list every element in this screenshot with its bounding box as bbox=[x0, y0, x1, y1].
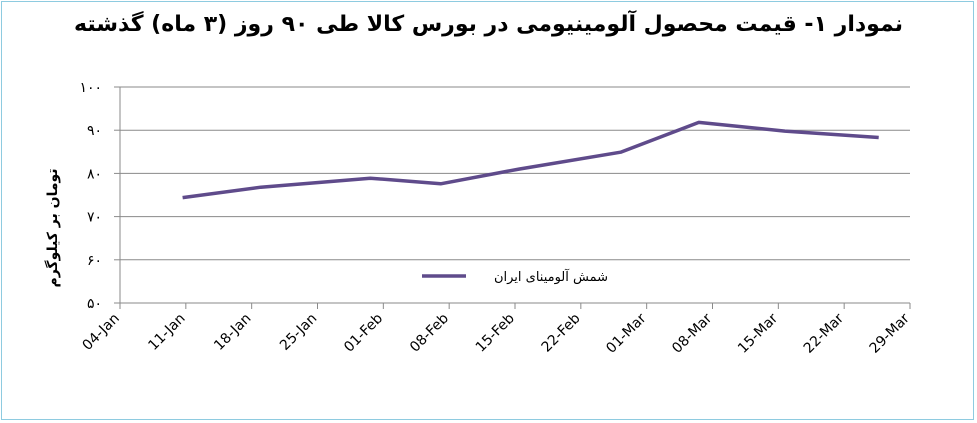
y-tick-label: ۹۰ bbox=[87, 123, 102, 139]
legend-label: شمش آلومینای ایران bbox=[494, 268, 608, 285]
series-line bbox=[182, 120, 879, 200]
x-tick-label: 25-Jan bbox=[277, 311, 320, 354]
y-tick-labels: ۱۰۰ ۹۰ ۸۰ ۷۰ ۶۰ ۵۰ bbox=[79, 80, 102, 312]
y-tick-label: ۶۰ bbox=[87, 253, 102, 269]
x-tick-label: 11-Jan bbox=[145, 311, 188, 354]
y-tick-label: ۱۰۰ bbox=[79, 80, 102, 96]
x-tick-label: 08-Feb bbox=[407, 310, 452, 355]
y-tick-label: ۸۰ bbox=[87, 166, 102, 182]
x-tick-label: 15-Feb bbox=[473, 310, 518, 355]
x-tick-label: 22-Mar bbox=[801, 310, 847, 356]
x-tick-label: 01-Mar bbox=[603, 310, 649, 356]
x-tick-label: 04-Jan bbox=[80, 311, 123, 354]
legend: شمش آلومینای ایران bbox=[422, 268, 608, 285]
x-tick-labels: 04-Jan 11-Jan 18-Jan 25-Jan 01-Feb 08-Feb 15-F… bbox=[80, 310, 913, 356]
x-tick-label: 01-Feb bbox=[341, 310, 386, 355]
y-axis-label: تومان بر کیلوگرم bbox=[44, 168, 61, 287]
x-tick-label: 18-Jan bbox=[211, 311, 254, 354]
chart-title: نمودار ۱- قیمت محصول آلومینیومی در بورس … bbox=[74, 12, 903, 37]
gridlines bbox=[114, 86, 911, 309]
y-tick-label: ۷۰ bbox=[87, 210, 102, 226]
x-tick-label: 08-Mar bbox=[669, 310, 715, 356]
series-lines bbox=[182, 120, 879, 200]
x-tick-label: 29-Mar bbox=[867, 310, 913, 356]
y-tick-label: ۵۰ bbox=[87, 296, 102, 312]
x-tick-label: 22-Feb bbox=[539, 310, 584, 355]
x-tick-label: 15-Mar bbox=[735, 310, 781, 356]
